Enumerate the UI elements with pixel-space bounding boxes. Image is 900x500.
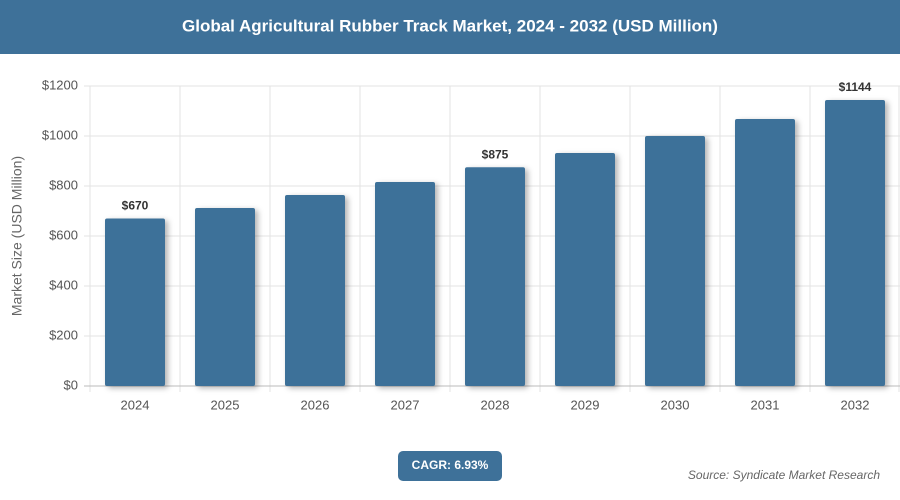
bar <box>465 167 525 386</box>
bar <box>195 208 255 386</box>
cagr-badge <box>398 451 502 481</box>
y-tick-label: $200 <box>49 327 78 342</box>
y-tick-label: $1000 <box>42 127 78 142</box>
y-tick-label: $600 <box>49 227 78 242</box>
x-tick-label: 2029 <box>571 397 600 412</box>
bar <box>645 136 705 386</box>
chart-title: Global Agricultural Rubber Track Market,… <box>182 16 718 35</box>
y-tick-label: $1200 <box>42 77 78 92</box>
x-tick-label: 2026 <box>301 397 330 412</box>
bar <box>375 182 435 386</box>
bar <box>285 195 345 386</box>
value-label: $1144 <box>839 80 872 94</box>
x-tick-label: 2030 <box>661 397 690 412</box>
x-tick-label: 2025 <box>211 397 240 412</box>
bar <box>735 119 795 386</box>
y-tick-label: $800 <box>49 177 78 192</box>
plot-area: $0 $200 $400 $600 $800 $1000 $1200 2024 $670 2025… <box>42 77 900 412</box>
value-label: $875 <box>482 147 509 161</box>
y-tick-label: $400 <box>49 277 78 292</box>
bar <box>555 153 615 386</box>
x-tick-label: 2031 <box>751 397 780 412</box>
bar <box>825 100 885 386</box>
y-axis-label: Market Size (USD Million) <box>9 156 25 316</box>
x-tick-label: 2027 <box>391 397 420 412</box>
y-tick-label: $0 <box>64 377 78 392</box>
header-band <box>0 0 900 54</box>
source-note: Source: Syndicate Market Research <box>688 468 880 482</box>
cagr-label: CAGR: 6.93% <box>412 458 489 472</box>
x-tick-label: 2024 <box>121 397 150 412</box>
value-label: $670 <box>122 199 149 213</box>
x-tick-label: 2028 <box>481 397 510 412</box>
x-tick-label: 2032 <box>841 397 870 412</box>
bar <box>105 218 165 386</box>
